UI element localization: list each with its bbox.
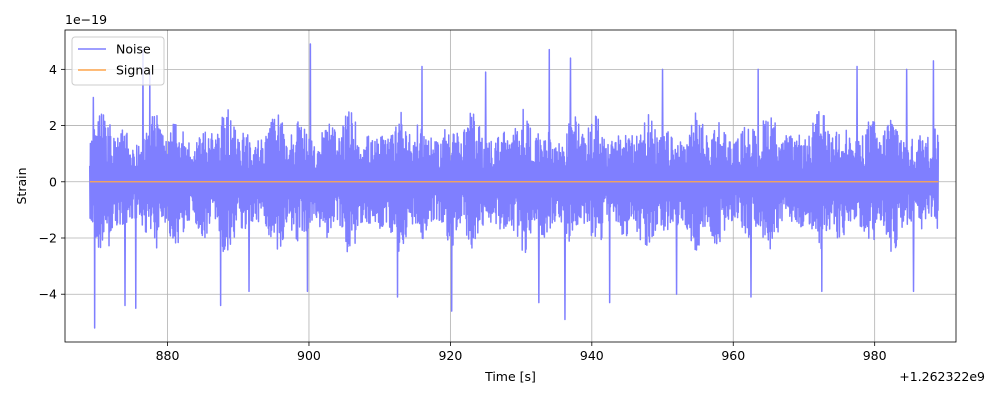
plot-frame — [64, 29, 957, 343]
noise-series-line — [89, 43, 940, 329]
ticks-layer: 880 900 920 940 960 980 −4 −2 0 2 4 — [39, 62, 887, 363]
y-axis-label: Strain — [14, 167, 29, 204]
x-tick-label: 900 — [297, 348, 321, 363]
x-tick-label: 960 — [721, 348, 745, 363]
legend: Noise Signal — [71, 36, 165, 86]
y-scale-label: 1e−19 — [65, 12, 107, 27]
y-tick-label: −2 — [39, 231, 57, 246]
y-tick-label: 2 — [49, 118, 57, 133]
x-tick-label: 880 — [156, 348, 180, 363]
x-axis-label: Time [s] — [484, 369, 536, 384]
y-tick-label: 0 — [49, 174, 57, 189]
x-tick-label: 920 — [438, 348, 462, 363]
series-layer — [89, 43, 940, 329]
y-tick-label: 4 — [49, 62, 57, 77]
legend-noise-label: Noise — [116, 42, 151, 57]
y-tick-label: −4 — [39, 287, 57, 302]
x-offset-label: +1.262322e9 — [899, 369, 985, 384]
x-tick-label: 980 — [863, 348, 887, 363]
legend-signal-label: Signal — [116, 63, 154, 78]
x-tick-label: 940 — [580, 348, 604, 363]
